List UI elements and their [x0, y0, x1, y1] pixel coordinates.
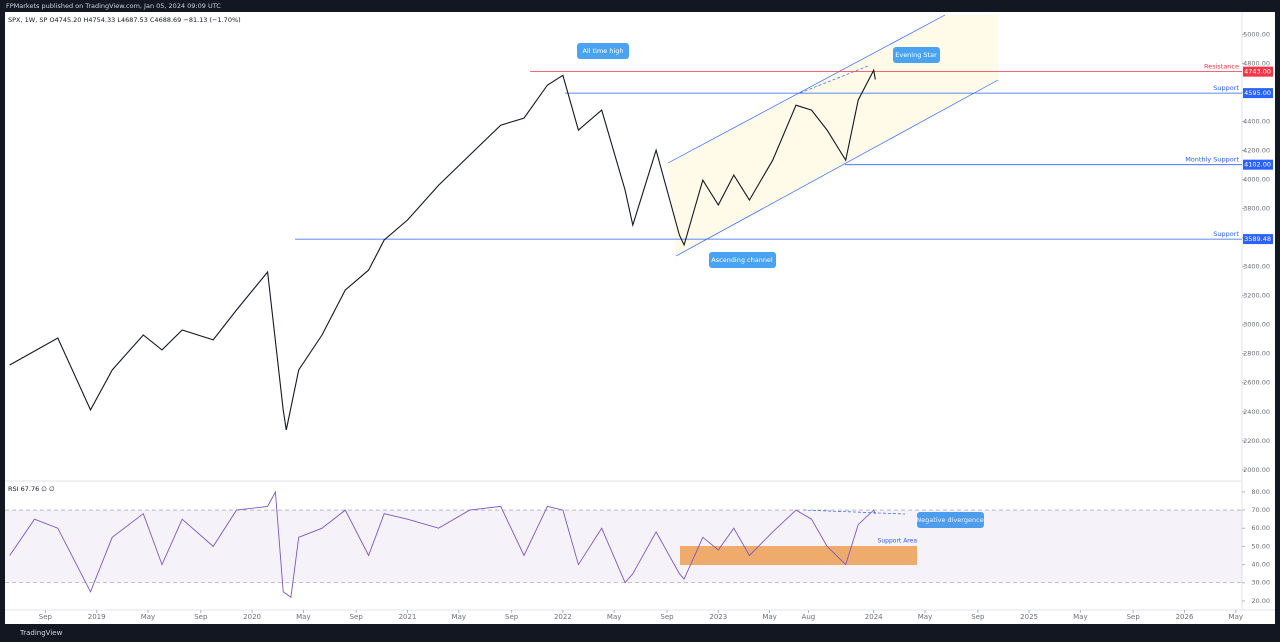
level-tag: [1243, 88, 1273, 99]
canvas: [5, 12, 1275, 624]
rsi-legend: RSI 67.76 ∅ ∅: [8, 485, 55, 493]
y-tick-label: 30.00: [1251, 579, 1270, 587]
y-tick-label: 50.00: [1251, 542, 1270, 550]
level-tag: [1243, 234, 1273, 245]
x-tick-label: 2024: [865, 613, 883, 621]
level-value: 3589.48: [1244, 235, 1271, 243]
plot: Sep 2019 May Sep 2020 May Sep 2021 May Sep 2022 May…: [5, 30, 1273, 621]
x-tick-label: Sep: [971, 613, 985, 621]
level-value: 4743.00: [1244, 68, 1271, 76]
y-tick-label: 3800.00: [1243, 205, 1270, 213]
level-tag: [1243, 66, 1273, 77]
y-tick-label: 2400.00: [1243, 408, 1270, 416]
x-tick-label: Aug: [802, 613, 816, 621]
channel-upper: [667, 14, 946, 164]
x-tick-label: Sep: [1127, 613, 1141, 621]
callout-text: Negative divergence: [916, 516, 983, 524]
y-tick-label: 4200.00: [1243, 146, 1270, 154]
publisher: FPMarkets published on TradingView.com, …: [6, 2, 221, 10]
y-tick-label: 4800.00: [1243, 59, 1270, 67]
y-tick-label: 60.00: [1251, 524, 1270, 532]
x-tick-label: 2026: [1176, 613, 1194, 621]
callout-text: All time high: [582, 47, 623, 55]
x-tick-label: Sep: [350, 613, 364, 621]
y-tick-label: 20.00: [1251, 597, 1270, 605]
level-name: Resistance: [1204, 63, 1239, 71]
x-tick-label: Sep: [194, 613, 208, 621]
x-tick-label: 2023: [709, 613, 727, 621]
x-tick-label: May: [141, 613, 155, 621]
level-name: Support: [1213, 230, 1239, 238]
x-tick-label: May: [762, 613, 776, 621]
y-tick-label: 3200.00: [1243, 292, 1270, 300]
callout-text: Evening Star: [895, 51, 937, 59]
channel-fill: [668, 15, 998, 256]
callout: Ascending channel: [709, 252, 776, 268]
y-tick-label: 3000.00: [1243, 321, 1270, 329]
x-tick-label: May: [1073, 613, 1087, 621]
x-tick-label: 2022: [554, 613, 572, 621]
callout: Evening Star: [893, 47, 940, 63]
rsi-band: [5, 510, 1242, 583]
price-legend: SPX, 1W, SP O4745.20 H4754.33 L4687.53 C…: [8, 16, 241, 24]
y-tick-label: 2600.00: [1243, 379, 1270, 387]
callout: Negative divergence: [916, 512, 984, 528]
callout-text: Ascending channel: [711, 256, 773, 264]
x-tick-label: Sep: [505, 613, 519, 621]
x-tick-label: May: [452, 613, 466, 621]
series-line: [9, 490, 876, 599]
x-tick-label: 2020: [243, 613, 261, 621]
y-tick-label: 40.00: [1251, 561, 1270, 569]
level-name: Support: [1213, 84, 1239, 92]
y-tick-label: 80.00: [1251, 488, 1270, 496]
level-value: 4102.00: [1244, 161, 1271, 169]
level-name: Monthly Support: [1185, 156, 1239, 164]
y-tick-label: 70.00: [1251, 506, 1270, 514]
support-area: [680, 546, 917, 565]
x-tick-label: 2021: [399, 613, 417, 621]
y-tick-label: 2200.00: [1243, 437, 1270, 445]
y-tick-label: 4400.00: [1243, 117, 1270, 125]
divergence-dashed: [802, 509, 906, 515]
x-tick-label: May: [607, 613, 621, 621]
y-tick-label: 2000.00: [1243, 466, 1270, 474]
level-value: 4595.00: [1244, 89, 1271, 97]
y-tick-label: 2800.00: [1243, 350, 1270, 358]
callout: All time high: [577, 43, 629, 59]
trend-dashed: [799, 65, 869, 94]
x-tick-label: May: [296, 613, 310, 621]
y-tick-label: 3400.00: [1243, 263, 1270, 271]
level-tag: [1243, 159, 1273, 170]
x-tick-label: May: [918, 613, 932, 621]
brand: TradingView: [19, 629, 63, 637]
x-tick-label: 2019: [88, 613, 106, 621]
x-tick-label: 2025: [1020, 613, 1038, 621]
y-tick-label: 5000.00: [1243, 30, 1270, 38]
y-tick-label: 4000.00: [1243, 175, 1270, 183]
support-area-label: Support Area: [878, 538, 918, 545]
x-tick-label: May: [1229, 613, 1243, 621]
channel-lower: [675, 79, 999, 257]
x-tick-label: Sep: [39, 613, 53, 621]
x-tick-label: Sep: [660, 613, 674, 621]
series-line: [9, 68, 876, 431]
